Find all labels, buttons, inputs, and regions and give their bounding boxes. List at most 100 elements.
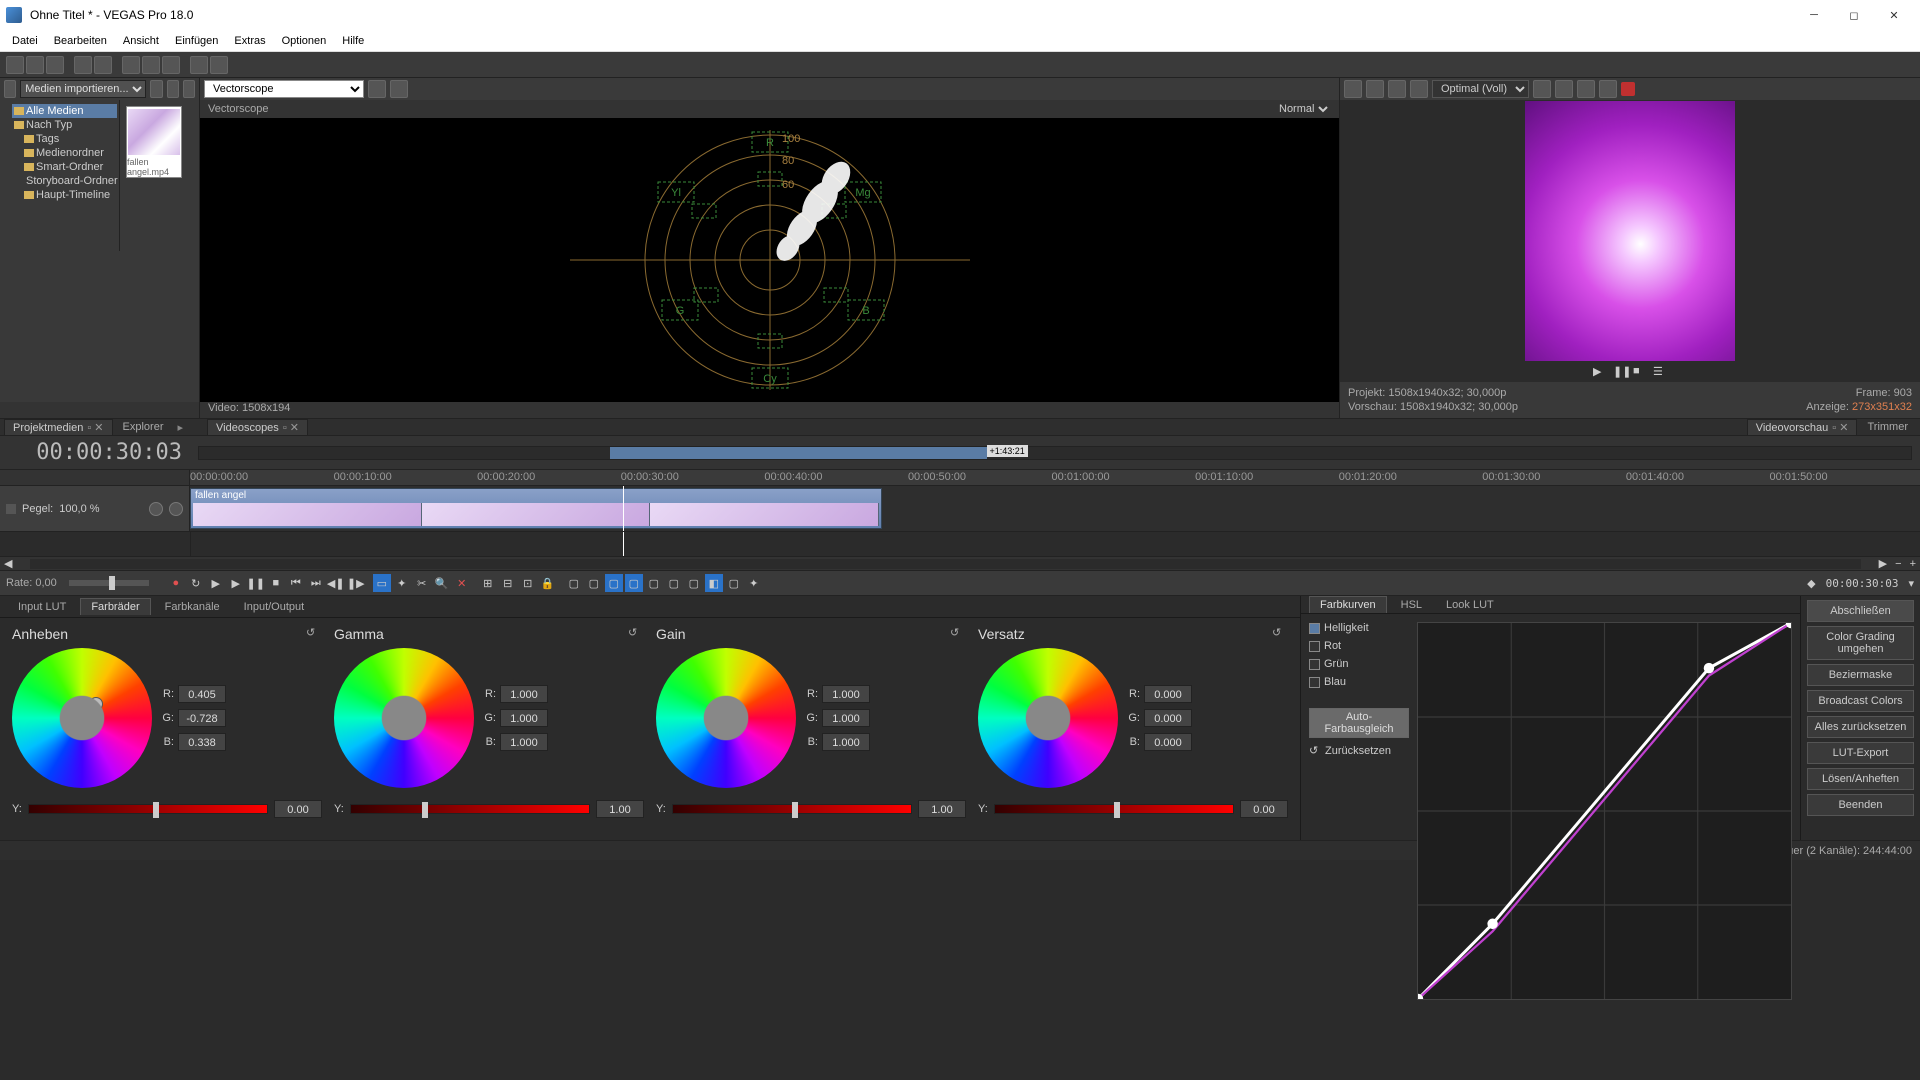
r-value[interactable]: 0.405 — [178, 685, 226, 703]
b-value[interactable]: 1.000 — [500, 733, 548, 751]
menu-extras[interactable]: Extras — [226, 33, 273, 49]
minimize-button[interactable]: ─ — [1794, 1, 1834, 29]
tool-a[interactable]: ▢ — [645, 574, 663, 592]
pv-stop-icon[interactable]: ■ — [1633, 365, 1647, 379]
chk-blau[interactable]: Blau — [1309, 676, 1409, 688]
pv-external-icon[interactable] — [1366, 80, 1384, 98]
tab-videoscopes[interactable]: Videoscopes▫ ✕ — [207, 419, 308, 435]
curves-canvas[interactable] — [1417, 622, 1792, 1000]
tool-e[interactable]: ✦ — [745, 574, 763, 592]
chk-helligkeit[interactable]: Helligkeit — [1309, 622, 1409, 634]
play-start-button[interactable]: ▶ — [207, 574, 225, 592]
vs-layout-icon[interactable] — [390, 80, 408, 98]
b-value[interactable]: 0.000 — [1144, 733, 1192, 751]
toolbar-copy-icon[interactable] — [142, 56, 160, 74]
y-value[interactable]: 0.00 — [274, 800, 322, 818]
toolbar-props-icon[interactable] — [94, 56, 112, 74]
tree-tags[interactable]: Tags — [22, 132, 117, 146]
y-slider[interactable] — [672, 804, 912, 814]
track-header[interactable]: Pegel: 100,0 % — [0, 486, 190, 531]
record-button[interactable]: ● — [167, 574, 185, 592]
ripple-button2[interactable]: ▢ — [625, 574, 643, 592]
menu-bearbeiten[interactable]: Bearbeiten — [46, 33, 115, 49]
timeline-empty[interactable] — [0, 532, 1920, 556]
menu-optionen[interactable]: Optionen — [274, 33, 335, 49]
tool-d[interactable]: ▢ — [725, 574, 743, 592]
g-value[interactable]: 0.000 — [1144, 709, 1192, 727]
maximize-button[interactable]: ◻ — [1834, 1, 1874, 29]
ripple-button[interactable]: ▢ — [605, 574, 623, 592]
close-button[interactable]: ✕ — [1874, 1, 1914, 29]
wheel-reset-icon[interactable]: ↺ — [1272, 626, 1288, 642]
tab-farbkurven[interactable]: Farbkurven — [1309, 596, 1387, 613]
vs-settings-icon[interactable] — [368, 80, 386, 98]
menu-datei[interactable]: Datei — [4, 33, 46, 49]
vs-mode-select[interactable]: Normal — [1275, 102, 1331, 116]
tree-storyboard[interactable]: Storyboard-Ordner — [22, 174, 117, 188]
preview-quality-select[interactable]: Optimal (Voll) — [1432, 80, 1529, 98]
tab-trimmer[interactable]: Trimmer — [1859, 420, 1916, 434]
r-value[interactable]: 1.000 — [500, 685, 548, 703]
tree-smart-ordner[interactable]: Smart-Ordner — [22, 160, 117, 174]
toolbar-save-icon[interactable] — [46, 56, 64, 74]
action-dock[interactable]: Lösen/Anheften — [1807, 768, 1914, 790]
transport-timecode[interactable]: 00:00:30:03 — [1818, 577, 1907, 590]
color-grading-toggle[interactable]: ◧ — [705, 574, 723, 592]
tree-medienordner[interactable]: Medienordner — [22, 146, 117, 160]
tab-hsl[interactable]: HSL — [1391, 597, 1432, 613]
marker2[interactable]: ▢ — [585, 574, 603, 592]
prev-frame-button[interactable]: ◀❚ — [327, 574, 345, 592]
close-tab-icon[interactable]: ▫ ✕ — [87, 422, 103, 434]
tool-delete[interactable]: ✕ — [453, 574, 471, 592]
r-value[interactable]: 0.000 — [1144, 685, 1192, 703]
curves-reset[interactable]: ↺Zurücksetzen — [1309, 744, 1409, 757]
pm-view-icon[interactable] — [4, 80, 16, 98]
toolbar-new-icon[interactable] — [6, 56, 24, 74]
loop-button[interactable]: ↻ — [187, 574, 205, 592]
menu-hilfe[interactable]: Hilfe — [334, 33, 372, 49]
color-wheel[interactable] — [978, 648, 1118, 788]
chk-gruen[interactable]: Grün — [1309, 658, 1409, 670]
tab-videovorschau[interactable]: Videovorschau▫ ✕ — [1747, 419, 1858, 435]
timeline-timecode[interactable]: 00:00:30:03 — [0, 440, 190, 465]
action-reset-all[interactable]: Alles zurücksetzen — [1807, 716, 1914, 738]
tab-farbraeder[interactable]: Farbräder — [80, 598, 150, 615]
tab-look-lut[interactable]: Look LUT — [1436, 597, 1504, 613]
timeline-scrubber[interactable]: +1:43:21 — [198, 446, 1912, 460]
pv-pause-icon[interactable]: ❚❚ — [1613, 365, 1627, 379]
media-tree[interactable]: Alle Medien Nach Typ Tags Medienordner S… — [0, 100, 120, 251]
tool-b[interactable]: ▢ — [665, 574, 683, 592]
close-tab-icon[interactable]: ▫ ✕ — [1832, 422, 1848, 434]
y-slider[interactable] — [28, 804, 268, 814]
media-thumb[interactable]: fallen angel.mp4 — [126, 106, 182, 178]
pv-grid-icon[interactable] — [1533, 80, 1551, 98]
action-lut-export[interactable]: LUT-Export — [1807, 742, 1914, 764]
close-tab-icon[interactable]: ▫ ✕ — [283, 422, 299, 434]
toolbar-open-icon[interactable] — [26, 56, 44, 74]
toolbar-cut-icon[interactable] — [122, 56, 140, 74]
stop-button[interactable]: ■ — [267, 574, 285, 592]
wheel-reset-icon[interactable]: ↺ — [950, 626, 966, 642]
normal-edit-tool[interactable]: ▭ — [373, 574, 391, 592]
toolbar-paste-icon[interactable] — [162, 56, 180, 74]
action-beenden[interactable]: Beenden — [1807, 794, 1914, 816]
tab-input-lut[interactable]: Input LUT — [8, 599, 76, 615]
track-menu-icon[interactable] — [6, 504, 16, 514]
tree-haupt-timeline[interactable]: Haupt-Timeline — [22, 188, 117, 202]
zoom-out-icon[interactable]: − — [1891, 558, 1905, 570]
playhead[interactable] — [623, 532, 624, 556]
action-bypass[interactable]: Color Grading umgehen — [1807, 626, 1914, 660]
auto-color-button[interactable]: Auto-Farbausgleich — [1309, 708, 1409, 738]
track-body[interactable]: fallen angel — [190, 486, 1920, 531]
b-value[interactable]: 0.338 — [178, 733, 226, 751]
g-value[interactable]: -0.728 — [178, 709, 226, 727]
menu-einfuegen[interactable]: Einfügen — [167, 33, 226, 49]
wheel-reset-icon[interactable]: ↺ — [306, 626, 322, 642]
tool-c[interactable]: ▢ — [685, 574, 703, 592]
chk-rot[interactable]: Rot — [1309, 640, 1409, 652]
pause-button[interactable]: ❚❚ — [247, 574, 265, 592]
go-start-button[interactable]: ⏮ — [287, 574, 305, 592]
pv-menu-icon[interactable]: ☰ — [1653, 365, 1667, 379]
track-btn-1[interactable] — [149, 502, 163, 516]
zoom-in-icon[interactable]: + — [1906, 558, 1920, 570]
